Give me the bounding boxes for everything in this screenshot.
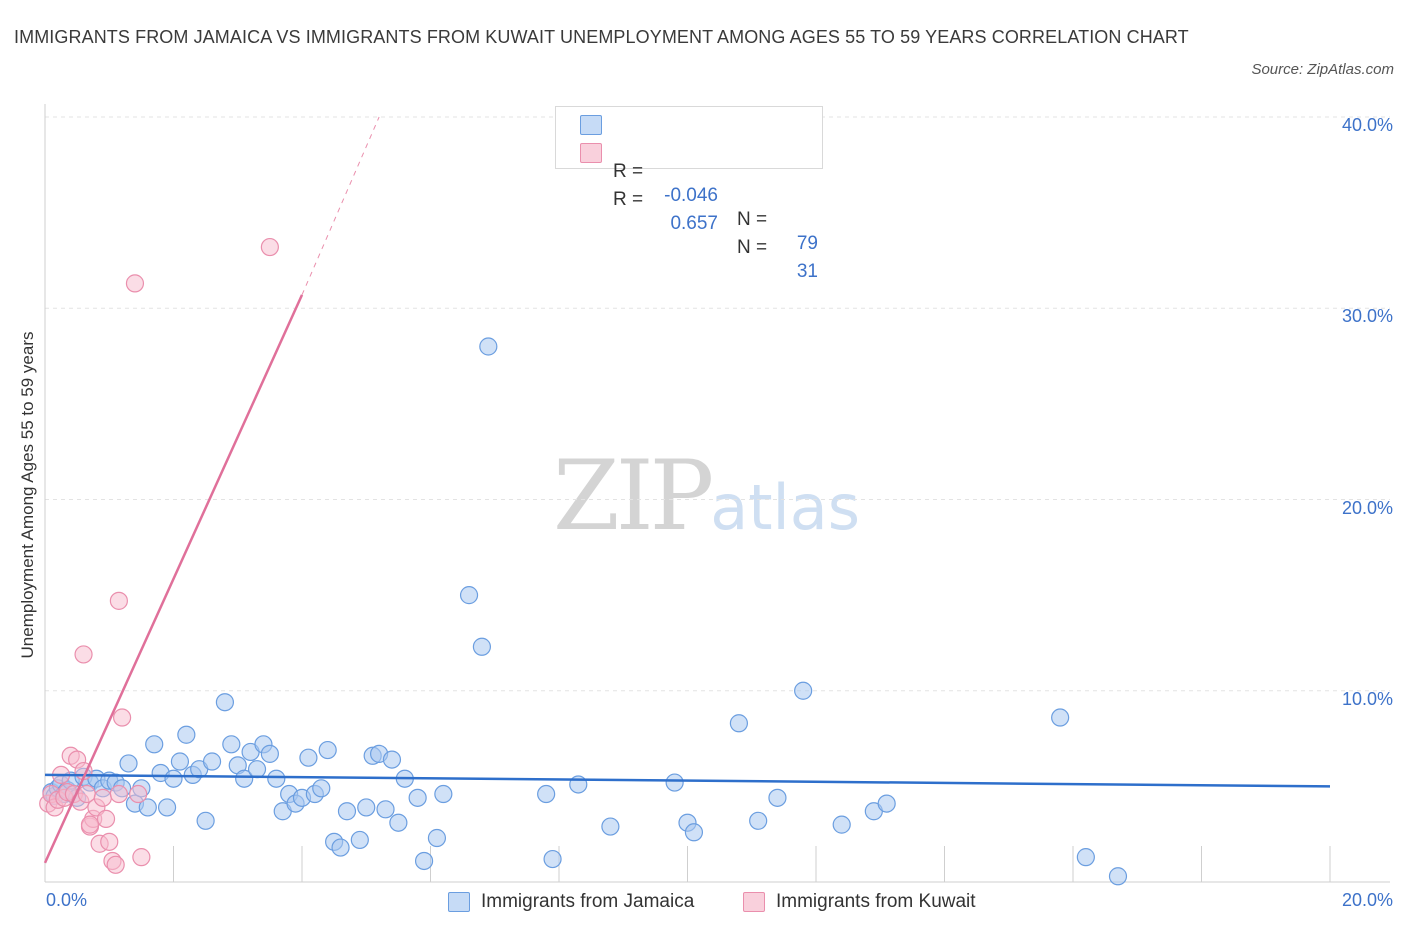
bottom-legend-swatch-jamaica	[448, 892, 470, 912]
jamaica-point	[382, 750, 402, 769]
legend-r-value: 0.657	[670, 213, 718, 234]
jamaica-point	[832, 815, 851, 834]
kuwait-point	[93, 788, 112, 807]
jamaica-point	[472, 637, 491, 656]
jamaica-point	[318, 740, 337, 760]
jamaica-point	[1051, 708, 1070, 727]
jamaica-point	[247, 760, 267, 779]
jamaica-point	[222, 735, 241, 754]
legend-r-label: R =	[613, 161, 644, 182]
watermark-atlas: atlas	[710, 471, 861, 544]
jamaica-point	[177, 725, 196, 744]
jamaica-point	[434, 784, 453, 804]
axes	[44, 104, 1390, 883]
y-tick-label: 20.0%	[1341, 497, 1393, 518]
kuwait-point	[260, 237, 279, 257]
jamaica-point	[164, 769, 183, 788]
jamaica-point	[138, 798, 157, 817]
legend-row-kuwait: R = 0.657 N = 31	[580, 140, 818, 282]
kuwait-trend-extension	[301, 116, 380, 296]
x-tick-label: 0.0%	[46, 890, 88, 910]
jamaica-point	[543, 849, 562, 869]
jamaica-point	[768, 788, 787, 807]
kuwait-point	[132, 848, 151, 867]
legend-row-jamaica: R = -0.046 N = 79	[580, 112, 818, 254]
kuwait-point	[129, 784, 148, 804]
jamaica-point	[1076, 848, 1095, 867]
trend-lines	[43, 116, 1331, 864]
y-tick-label: 40.0%	[1341, 115, 1393, 135]
jamaica-point	[408, 788, 427, 807]
kuwait-point	[96, 809, 116, 828]
series-kuwait	[39, 237, 279, 874]
kuwait-point	[112, 708, 132, 727]
kuwait-trend-line	[43, 294, 304, 864]
jamaica-point	[299, 748, 318, 767]
series-jamaica	[42, 337, 1128, 886]
watermark-zip: ZIP	[553, 440, 714, 552]
jamaica-point	[337, 802, 357, 821]
jamaica-point	[350, 830, 369, 850]
jamaica-point	[260, 744, 279, 763]
bottom-legend-label-jamaica: Immigrants from Jamaica	[481, 891, 695, 912]
legend-n-label: N =	[737, 209, 768, 230]
legend-swatch-jamaica	[580, 115, 602, 135]
watermark: ZIPatlas	[553, 440, 860, 552]
jamaica-point	[119, 754, 138, 773]
jamaica-point	[601, 817, 620, 836]
jamaica-point	[235, 769, 254, 788]
jamaica-point	[877, 794, 896, 813]
y-tick-label: 10.0%	[1341, 688, 1393, 709]
jamaica-point	[202, 752, 222, 771]
jamaica-point	[1108, 867, 1128, 886]
legend-r-label: R =	[613, 189, 644, 210]
chart-title: IMMIGRANTS FROM JAMAICA VS IMMIGRANTS FR…	[14, 27, 1189, 47]
jamaica-point	[459, 586, 479, 605]
bottom-legend-swatch-kuwait	[743, 892, 765, 912]
jamaica-point	[312, 779, 331, 798]
kuwait-point	[80, 815, 100, 834]
jamaica-point	[215, 693, 234, 712]
jamaica-point	[414, 851, 434, 871]
kuwait-point	[109, 784, 128, 804]
kuwait-point	[100, 832, 119, 851]
jamaica-point	[376, 800, 395, 819]
jamaica-point	[170, 752, 190, 771]
kuwait-point	[74, 645, 93, 664]
jamaica-point	[331, 838, 350, 857]
source-label: Source: ZipAtlas.com	[1251, 61, 1394, 78]
jamaica-point	[665, 773, 684, 792]
legend-n-label: N =	[737, 237, 768, 258]
jamaica-point	[794, 681, 813, 700]
jamaica-point	[357, 798, 376, 817]
kuwait-point	[106, 855, 125, 874]
kuwait-point	[109, 591, 128, 610]
jamaica-point	[749, 811, 768, 830]
stats-legend: R = -0.046 N = 79 R = 0.657 N = 31	[555, 106, 823, 282]
jamaica-point	[196, 811, 215, 830]
jamaica-point	[537, 784, 556, 804]
jamaica-point	[729, 714, 749, 733]
jamaica-point	[157, 798, 177, 817]
jamaica-point	[267, 769, 286, 788]
jamaica-point	[145, 735, 164, 754]
legend-n-value: 79	[796, 233, 818, 254]
jamaica-point	[684, 823, 704, 842]
jamaica-trend-line	[44, 773, 1331, 788]
x-tick-label: 20.0%	[1341, 890, 1393, 910]
kuwait-point	[125, 274, 145, 293]
legend-n-value: 31	[796, 261, 818, 282]
jamaica-point	[479, 337, 498, 356]
legend-swatch-kuwait	[580, 143, 602, 163]
y-axis-label: Unemployment Among Ages 55 to 59 years	[18, 331, 37, 659]
legend-r-value: -0.046	[664, 185, 718, 206]
jamaica-point	[427, 828, 447, 848]
bottom-legend-label-kuwait: Immigrants from Kuwait	[776, 891, 976, 912]
jamaica-point	[389, 813, 408, 832]
y-tick-label: 30.0%	[1341, 306, 1393, 327]
